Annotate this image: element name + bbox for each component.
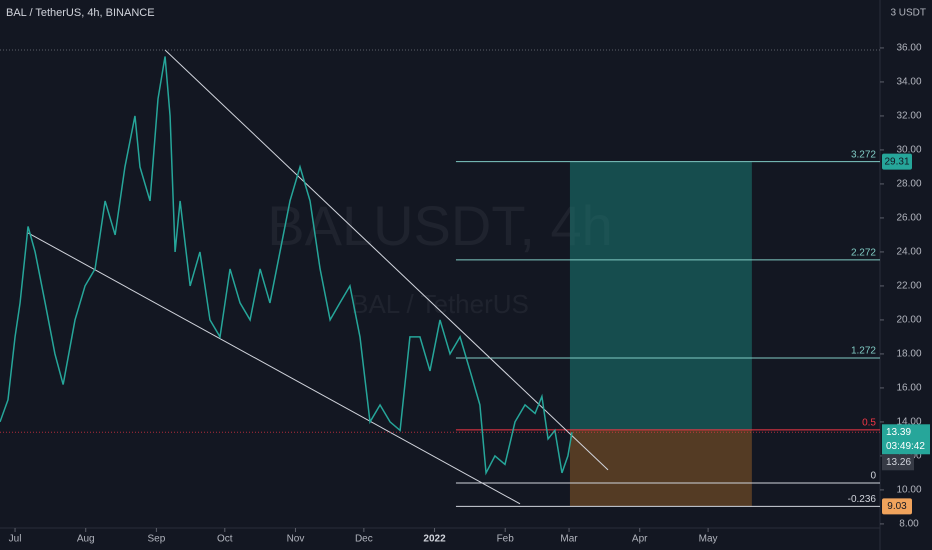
price-tag <box>882 153 912 170</box>
x-tick-label: 2022 <box>423 534 446 545</box>
y-tick-label: 22.00 <box>896 281 921 292</box>
x-tick-label: Jul <box>9 534 22 545</box>
fib-label: 0 <box>870 471 876 482</box>
symbol-header: BAL / TetherUS, 4h, BINANCE <box>6 7 155 19</box>
y-tick-label: 10.00 <box>896 485 921 496</box>
y-tick-label: 8.00 <box>899 519 919 530</box>
last-label: 13.26 <box>886 457 911 468</box>
x-tick-label: May <box>699 534 718 545</box>
countdown: 03:49:42 <box>886 441 925 452</box>
fib-label: 1.272 <box>851 346 876 357</box>
x-tick-label: Mar <box>560 534 578 545</box>
y-tick-label: 20.00 <box>896 315 921 326</box>
fib-label: 3.272 <box>851 149 876 160</box>
x-tick-label: Aug <box>77 534 95 545</box>
y-tick-label: 18.00 <box>896 349 921 360</box>
target-zone <box>569 161 752 430</box>
y-tick-label: 14.00 <box>896 417 921 428</box>
x-tick-label: Sep <box>147 534 165 545</box>
x-tick-label: Dec <box>355 534 373 545</box>
x-tick-label: Oct <box>217 534 233 545</box>
trend-line <box>164 49 609 471</box>
y-tick-label: 28.00 <box>896 179 921 190</box>
y-tick-label: 26.00 <box>896 213 921 224</box>
fib-label: 2.272 <box>851 248 876 259</box>
current-price: 13.39 <box>886 427 911 438</box>
y-tick-label: 24.00 <box>896 247 921 258</box>
y-tick-label: 34.00 <box>896 77 921 88</box>
x-tick-label: Feb <box>497 534 515 545</box>
fib-label: 0.5 <box>862 418 876 429</box>
currency: 3 USDT <box>890 8 926 19</box>
price-tag-label: 29.31 <box>884 156 909 167</box>
stop-zone <box>569 429 752 507</box>
fib-label: -0.236 <box>848 494 877 505</box>
x-tick-label: Apr <box>632 534 648 545</box>
last-tag <box>882 454 914 471</box>
trend-line <box>27 232 521 505</box>
watermark-symbol: BALUSDT, 4h <box>267 194 613 257</box>
price-line <box>0 56 573 476</box>
y-tick-label: 16.00 <box>896 383 921 394</box>
price-tag <box>882 498 912 515</box>
y-tick-label: 32.00 <box>896 111 921 122</box>
price-tag-label: 9.03 <box>887 501 907 512</box>
current-price-tag <box>882 424 930 455</box>
watermark-name: BAL / TetherUS <box>351 289 529 319</box>
y-tick-label: 30.00 <box>896 145 921 156</box>
y-tick-label: 36.00 <box>896 43 921 54</box>
x-tick-label: Nov <box>287 534 305 545</box>
